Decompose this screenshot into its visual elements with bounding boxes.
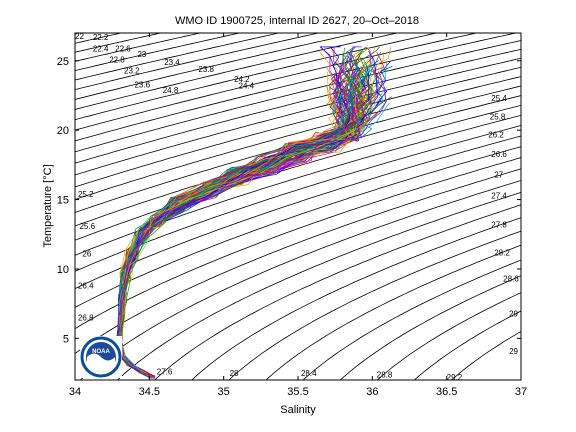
sigma-contour-line [75,33,439,121]
sigma-contour-label: 25.8 [490,112,506,121]
y-axis-label: Temperature [°C] [42,164,54,247]
sigma-contour-label: 29 [509,309,518,318]
profile-line [118,57,352,377]
sigma-contour-label: 23.8 [198,65,214,74]
sigma-contour-line [75,57,521,176]
sigma-contour-line [75,33,321,91]
noaa-logo-text: NOAA [92,349,110,355]
profile-lines [116,46,393,379]
sigma-contour-label: 23 [137,50,146,59]
sigma-contour-label: 29.2 [447,373,463,382]
sigma-contour-label: 27.6 [157,368,173,377]
sigma-contour-line [75,40,521,153]
x-axis-label: Salinity [280,404,316,416]
sigma-contour-line [75,33,400,110]
sigma-contour-label: 23.2 [124,66,140,75]
sigma-contour-line [75,157,521,330]
profile-line [117,92,341,377]
sigma-contour-line [117,192,521,380]
sigma-contour-line [450,330,521,380]
sigma-contour-label: 26.6 [491,150,507,159]
profile-line [116,46,351,377]
y-axis-ticks: 5 10 15 20 25 [57,56,521,345]
profile-line [118,86,349,378]
y-tick-label: 20 [57,125,69,137]
profile-line [119,80,362,379]
x-tick-label: 34 [69,386,81,398]
sigma-contour-label: 25.2 [78,190,94,199]
sigma-contour-line [75,33,360,100]
noaa-logo: NOAA [80,336,122,378]
sigma-contour-line [75,66,521,188]
sigma-contour-label: 22.6 [115,44,131,53]
sigma-contour-line [75,33,242,72]
sigma-contour-line [75,33,163,53]
sigma-contour-line [75,33,281,81]
sigma-contour-label: 28.6 [503,275,519,284]
sigma-contour-label: 26 [82,250,91,259]
sigma-contour-label: 25.4 [491,94,507,103]
sigma-contour-label: 26.4 [78,282,94,291]
sigma-contour-line [265,244,521,380]
x-tick-label: 36.5 [436,386,457,398]
sigma-contour-line [75,33,203,62]
sigma-contour-label: 22.4 [93,44,109,53]
sigma-contour-label: 25.6 [79,222,95,231]
sigma-contour-label: 24.2 [234,75,250,84]
sigma-contour-label: 26.2 [488,130,504,139]
sigma-contour-line [75,114,521,256]
x-axis-ticks: 34 34.5 35 35.5 36 36.5 37 [69,33,527,398]
sigma-contour-label: 28.4 [301,369,317,378]
sigma-contour-label: 28 [230,369,239,378]
sigma-contour-line [79,180,521,380]
sigma-contour-label: 23.6 [134,80,150,89]
sigma-contour-line [75,135,521,290]
sigma-contour-line [75,48,521,164]
chart-title: WMO ID 1900725, internal ID 2627, 20–Oct… [175,15,419,27]
sigma-contour-label: 27 [494,171,503,180]
sigma-contour-line [302,259,521,380]
sigma-contour-line [75,33,479,131]
sigma-contour-line [154,204,521,380]
profile-line [118,50,363,378]
sigma-contour-label: 28.8 [377,370,393,379]
sigma-contour-line [75,168,521,354]
sigma-contour-label: 24.4 [239,82,255,91]
y-tick-label: 10 [57,264,69,276]
y-tick-label: 25 [57,56,69,68]
noaa-bird-icon [87,353,115,372]
sigma-contour-line [75,76,521,200]
profile-line [119,79,364,379]
sigma-contour-line [75,146,521,308]
sigma-contour-line [75,33,518,142]
profile-line [118,102,390,378]
sigma-contour-line [228,230,521,380]
profile-line [117,46,363,378]
x-tick-label: 37 [515,386,527,398]
sigma-contour-label: 22 [75,32,84,41]
sigma-contour-line [376,292,521,380]
sigma-contour-label: 24.8 [163,86,179,95]
y-tick-label: 15 [57,195,69,207]
sigma-contour-label: 29 [509,347,518,356]
y-tick-label: 5 [63,333,69,345]
sigma-contour-labels: 22 22.2 22.4 22.6 22.8 23 23.2 23.4 23.6 23.8 24.2… [75,32,519,382]
sigma-contour-line [191,217,521,380]
sigma-contour-label: 22.8 [109,55,125,64]
x-tick-label: 35 [218,386,230,398]
x-tick-label: 36 [366,386,378,398]
sigma-contour-label: 27.8 [491,221,507,230]
sigma-contour-line [413,310,521,380]
sigma-contour-label: 26.8 [78,314,94,323]
x-tick-label: 35.5 [287,386,308,398]
sigma-contour-label: 23.4 [164,58,180,67]
profile-line [118,87,346,378]
sigma-contour-label: 22.2 [93,33,109,42]
sigma-contour-line [339,275,521,380]
sigma-contour-label: 28.2 [494,248,510,257]
sigma-contour-label: 27.4 [491,191,507,200]
sigma-contour-line [75,104,521,241]
x-tick-label: 34.5 [139,386,160,398]
